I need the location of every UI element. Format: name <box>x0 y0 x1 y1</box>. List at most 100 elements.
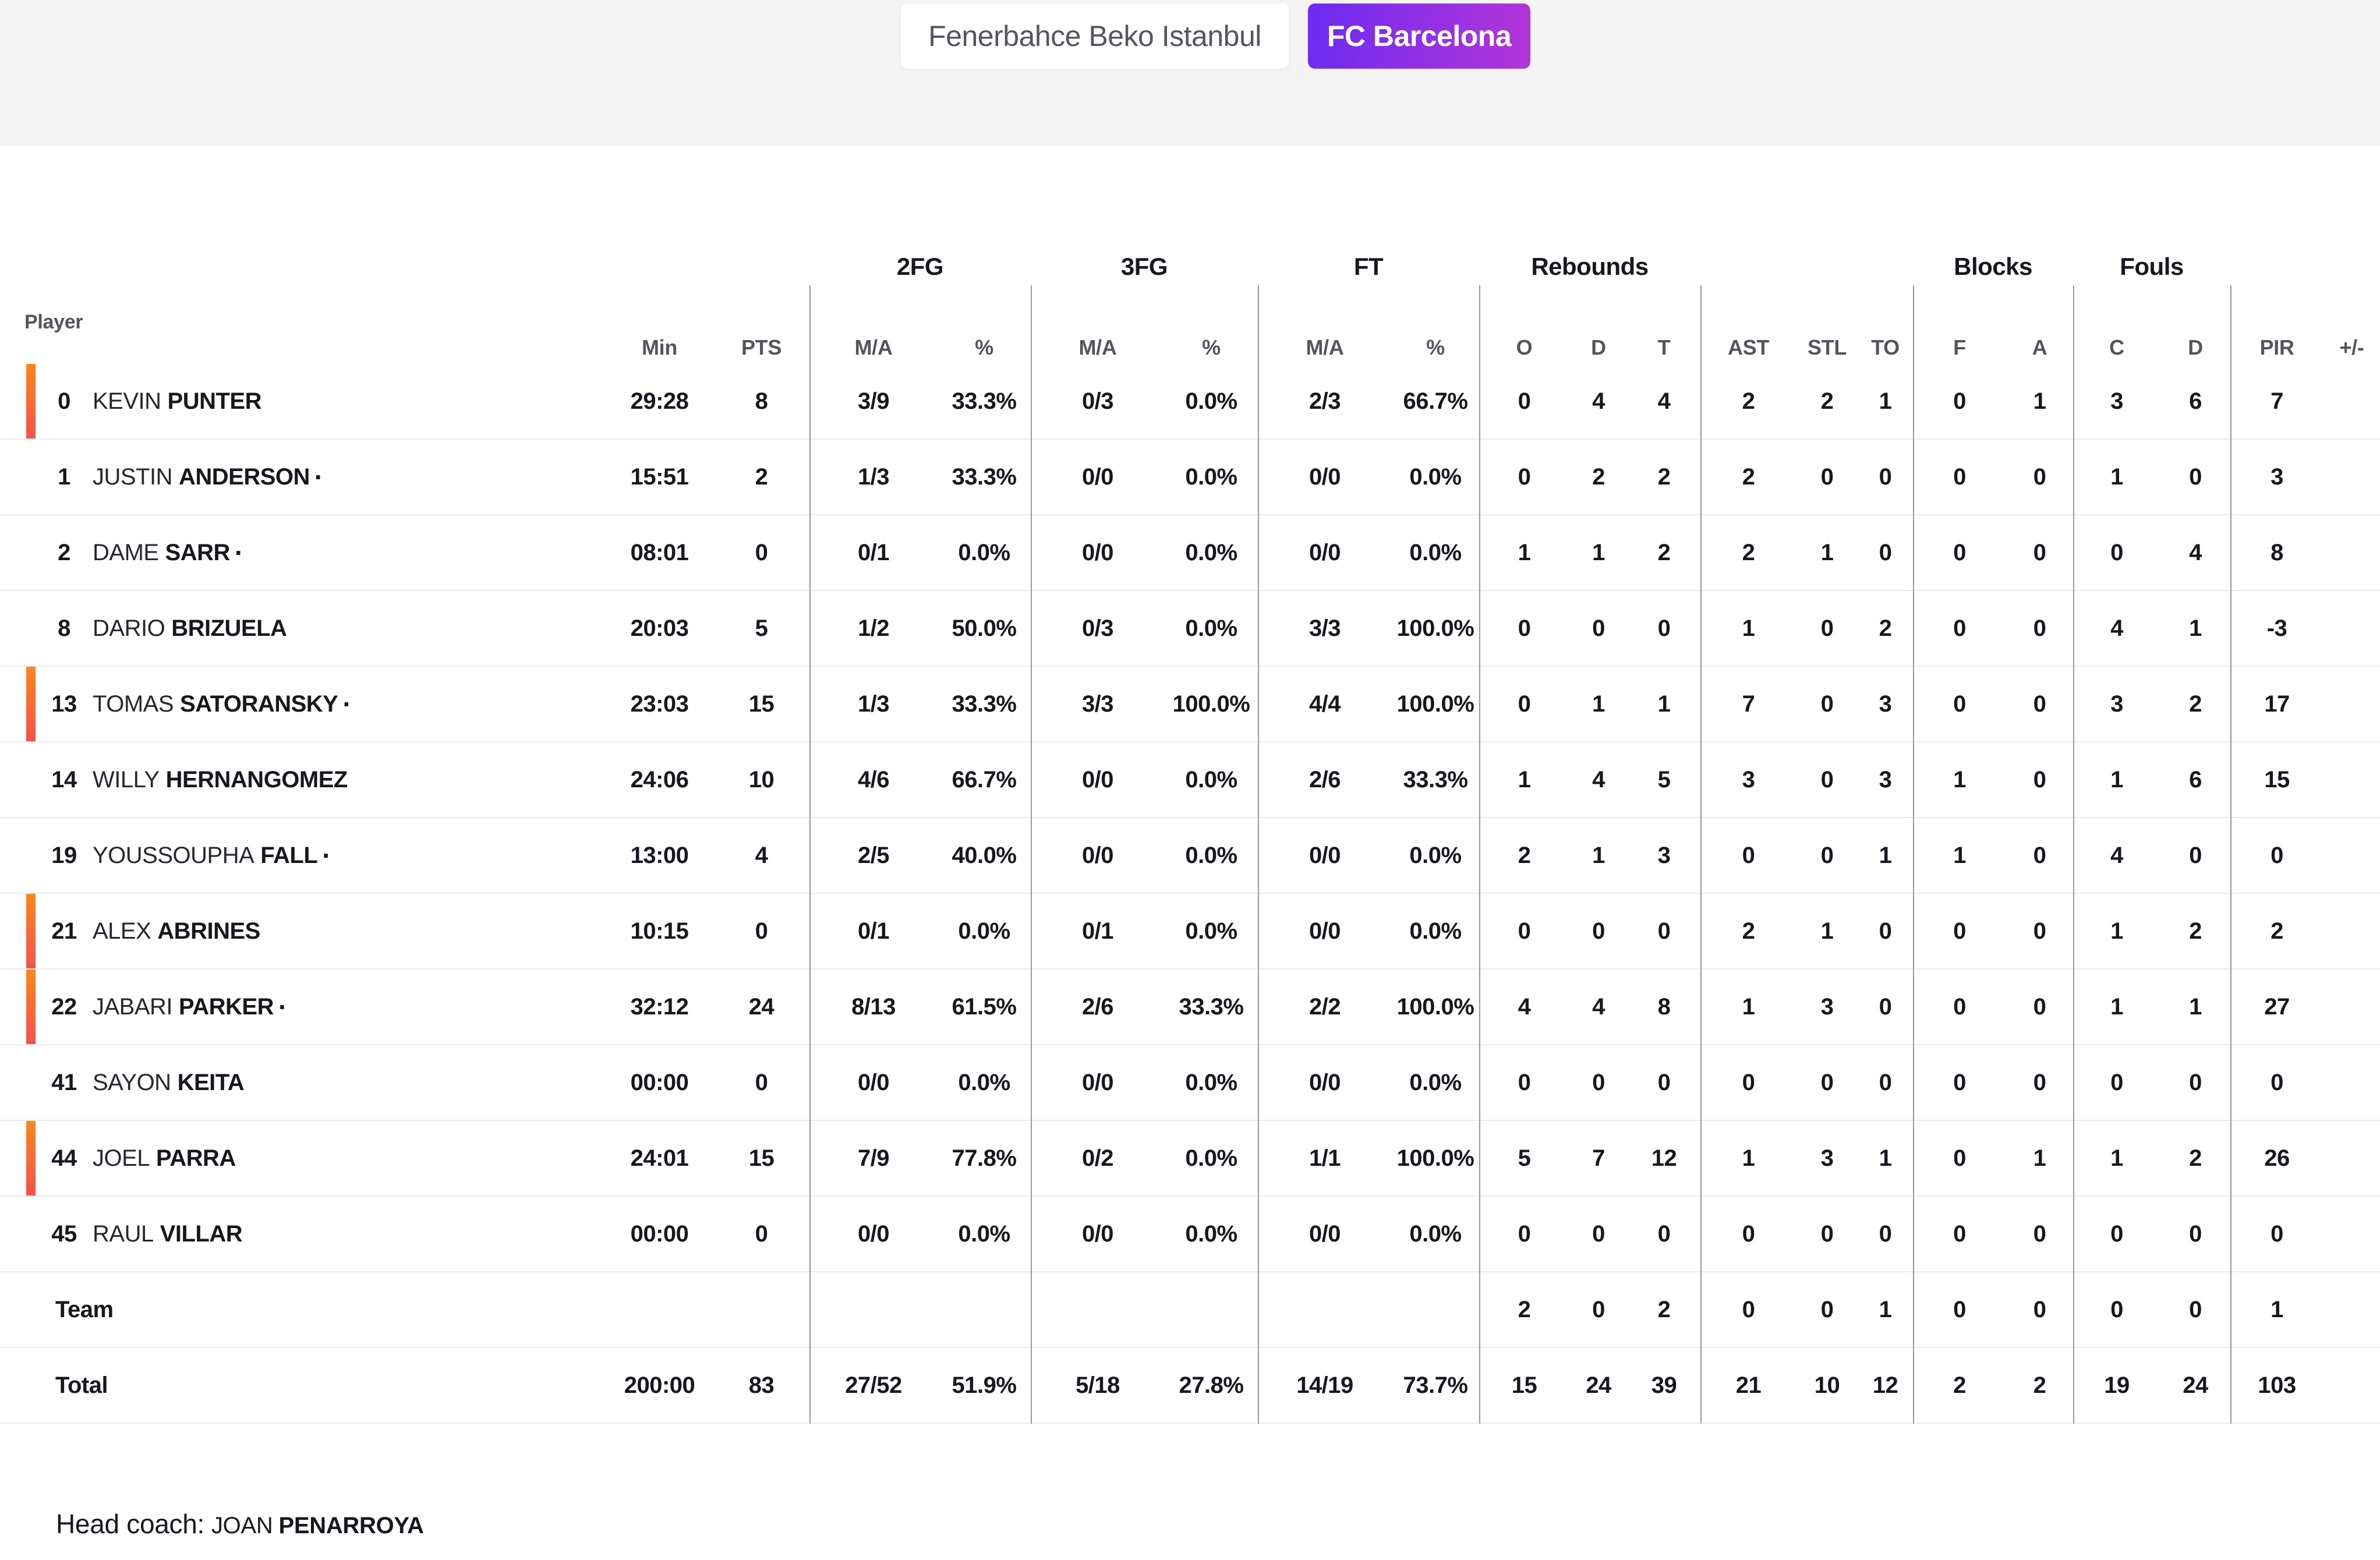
table-row[interactable]: 2 DAME SARR · 08:01 0 0/1 0.0% 0/0 0.0% … <box>0 515 2380 591</box>
player-cell: 21 ALEX ABRINES <box>0 894 606 968</box>
stat-pts: 8 <box>755 388 768 414</box>
stat-block-f: 0 <box>1953 615 1966 641</box>
stat-reb-t: 0 <box>1657 1221 1671 1247</box>
stat-2fg-pct: 33.3% <box>952 691 1017 717</box>
coach-first-name: JOAN <box>211 1513 273 1538</box>
stat-reb-d: 1 <box>1592 842 1605 868</box>
stat-pir: 1 <box>2271 1296 2283 1322</box>
stat-2fg-ma: 8/13 <box>851 993 896 1020</box>
stat-min: 00:00 <box>630 1069 689 1095</box>
stat-block-f: 0 <box>1953 1145 1966 1171</box>
table-row[interactable]: 19 YOUSSOUPHA FALL · 13:00 4 2/5 40.0% 0… <box>0 818 2380 894</box>
player-number: 0 <box>58 388 70 414</box>
stat-plus-minus <box>2324 894 2380 968</box>
stat-block-a: 0 <box>2033 766 2046 793</box>
player-last-name: KEITA <box>177 1069 245 1095</box>
table-row[interactable]: 45 RAUL VILLAR 00:00 0 0/0 0.0% 0/0 0.0%… <box>0 1197 2380 1272</box>
player-first-name: RAUL <box>93 1221 154 1247</box>
stat-pir: 7 <box>2271 388 2283 414</box>
stat-block-a: 0 <box>2033 842 2046 868</box>
stat-to: 12 <box>1872 1372 1898 1398</box>
stat-pts: 15 <box>748 691 775 717</box>
starter-bar <box>26 970 36 1044</box>
stat-pir: 103 <box>2258 1372 2296 1398</box>
stat-pir: 2 <box>2271 918 2283 944</box>
table-row[interactable]: 41 SAYON KEITA 00:00 0 0/0 0.0% 0/0 0.0%… <box>0 1045 2380 1121</box>
stat-reb-t: 2 <box>1657 539 1671 565</box>
table-row[interactable]: 14 WILLY HERNANGOMEZ 24:06 10 4/6 66.7% … <box>0 742 2380 818</box>
stat-2fg-ma: 2/5 <box>857 842 890 868</box>
stat-ft-ma <box>1258 1272 1392 1347</box>
stat-min: 15:51 <box>630 464 689 490</box>
tab-fc-barcelona[interactable]: FC Barcelona <box>1308 3 1530 69</box>
stat-ft-ma: 3/3 <box>1309 615 1341 641</box>
stat-pts: 4 <box>755 842 768 868</box>
tab-fenerbahce-beko-istanbul[interactable]: Fenerbahce Beko Istanbul <box>901 3 1289 69</box>
stat-pir: 15 <box>2264 766 2290 793</box>
stat-reb-d: 2 <box>1592 464 1605 490</box>
stat-plus-minus <box>2324 1272 2380 1347</box>
player-number: 22 <box>51 993 77 1020</box>
stat-reb-o: 15 <box>1511 1372 1537 1398</box>
stat-min <box>606 1272 713 1347</box>
stat-stl: 3 <box>1820 1145 1834 1171</box>
stat-2fg-pct: 33.3% <box>952 388 1017 414</box>
stat-to: 0 <box>1879 993 1892 1020</box>
starter-bar <box>26 894 36 968</box>
stat-stl: 2 <box>1820 388 1834 414</box>
stat-block-f: 1 <box>1953 842 1966 868</box>
player-cell: 8 DARIO BRIZUELA <box>0 591 606 666</box>
player-cell: 0 KEVIN PUNTER <box>0 364 606 438</box>
stat-reb-t: 2 <box>1657 1296 1671 1322</box>
stat-foul-c: 0 <box>2110 539 2123 565</box>
stat-to: 0 <box>1879 464 1892 490</box>
col-header-pir: PIR <box>2259 335 2294 359</box>
table-row[interactable]: 21 ALEX ABRINES 10:15 0 0/1 0.0% 0/1 0.0… <box>0 894 2380 970</box>
table-row[interactable]: 22 JABARI PARKER · 32:12 24 8/13 61.5% 2… <box>0 970 2380 1045</box>
table-row[interactable]: 13 TOMAS SATORANSKY · 23:03 15 1/3 33.3%… <box>0 667 2380 742</box>
table-row[interactable]: 1 JUSTIN ANDERSON · 15:51 2 1/3 33.3% 0/… <box>0 440 2380 515</box>
stat-ft-pct: 66.7% <box>1403 388 1468 414</box>
stat-ft-pct: 0.0% <box>1409 1069 1462 1095</box>
stat-plus-minus <box>2324 1197 2380 1271</box>
stat-stl: 0 <box>1820 464 1834 490</box>
table-row[interactable]: 8 DARIO BRIZUELA 20:03 5 1/2 50.0% 0/3 0… <box>0 591 2380 667</box>
stat-reb-t: 39 <box>1651 1372 1677 1398</box>
stat-stl: 3 <box>1820 993 1834 1020</box>
oncourt-dot-icon: · <box>342 689 352 719</box>
player-last-name: ABRINES <box>157 918 260 944</box>
stat-to: 0 <box>1879 1221 1892 1247</box>
stat-stl: 10 <box>1814 1372 1840 1398</box>
stat-ast: 1 <box>1742 993 1755 1020</box>
stat-plus-minus <box>2324 591 2380 666</box>
stat-ft-pct: 33.3% <box>1403 766 1468 793</box>
stat-to: 2 <box>1879 615 1892 641</box>
stat-ft-pct: 100.0% <box>1396 615 1474 641</box>
column-divider <box>1031 285 1032 1424</box>
stat-ast: 1 <box>1742 615 1755 641</box>
table-row[interactable]: 0 KEVIN PUNTER 29:28 8 3/9 33.3% 0/3 0.0… <box>0 364 2380 440</box>
player-cell: 19 YOUSSOUPHA FALL · <box>0 818 606 893</box>
stat-stl: 0 <box>1820 1069 1834 1095</box>
stat-2fg-pct: 33.3% <box>952 464 1017 490</box>
stat-reb-t: 0 <box>1657 615 1671 641</box>
stat-ast: 0 <box>1742 842 1755 868</box>
stat-block-f: 1 <box>1953 766 1966 793</box>
column-divider <box>809 285 811 1424</box>
player-first-name: JABARI <box>93 993 173 1020</box>
stat-pts: 0 <box>755 918 768 944</box>
stat-3fg-ma: 0/0 <box>1081 464 1114 490</box>
stat-pir: 0 <box>2271 1221 2283 1247</box>
stat-pts: 0 <box>755 1069 768 1095</box>
table-row[interactable]: 44 JOEL PARRA 24:01 15 7/9 77.8% 0/2 0.0… <box>0 1121 2380 1197</box>
stat-2fg-pct: 0.0% <box>958 1221 1010 1247</box>
stat-foul-d: 1 <box>2189 993 2202 1020</box>
stat-ast: 2 <box>1742 464 1755 490</box>
player-last-name: VILLAR <box>160 1221 243 1247</box>
col-header-fouls-c: C <box>2109 335 2124 359</box>
group-header-3fg: 3FG <box>1120 253 1168 280</box>
starter-bar <box>26 667 36 741</box>
stat-ft-pct: 100.0% <box>1396 1145 1474 1171</box>
stat-3fg-ma: 2/6 <box>1081 993 1114 1020</box>
stat-3fg-pct: 0.0% <box>1185 842 1237 868</box>
